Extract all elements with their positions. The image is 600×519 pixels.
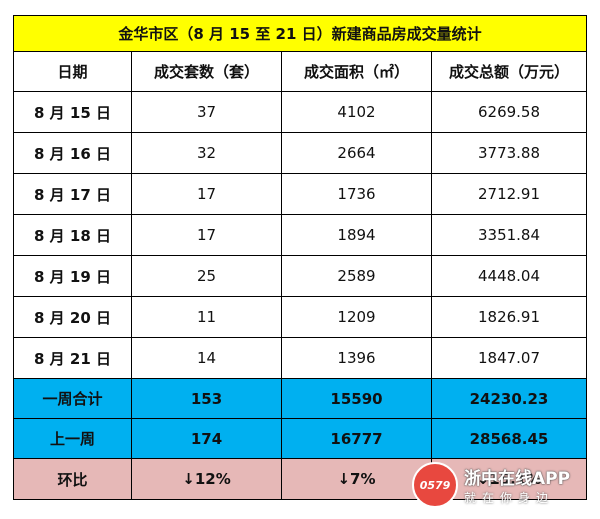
last-week-total: 28568.45: [431, 418, 587, 459]
ratio-row: 环比 ↓12% ↓7% ↓15.1%: [13, 458, 587, 500]
table-title: 金华市区（8 月 15 至 21 日）新建商品房成交量统计: [13, 15, 587, 52]
header-total: 成交总额（万元）: [431, 51, 587, 92]
table-title-row: 金华市区（8 月 15 至 21 日）新建商品房成交量统计: [13, 15, 587, 52]
row-area: 2589: [281, 255, 432, 297]
ratio-area: ↓7%: [281, 458, 432, 500]
table-row: 8 月 19 日 25 2589 4448.04: [13, 255, 587, 297]
week-total-row: 一周合计 153 15590 24230.23: [13, 378, 587, 419]
week-total-units: 153: [131, 378, 282, 419]
row-total: 6269.58: [431, 91, 587, 133]
row-date: 8 月 16 日: [13, 132, 132, 174]
ratio-label: 环比: [13, 458, 132, 500]
row-date: 8 月 20 日: [13, 296, 132, 338]
watermark-logo-icon: 0579: [412, 462, 458, 508]
header-area: 成交面积（㎡）: [281, 51, 432, 92]
table-row: 8 月 21 日 14 1396 1847.07: [13, 337, 587, 379]
row-total: 3351.84: [431, 214, 587, 256]
row-total: 3773.88: [431, 132, 587, 174]
watermark-text: 浙中在线APP 就在你身边: [464, 464, 570, 506]
row-area: 1894: [281, 214, 432, 256]
watermark-slogan: 就在你身边: [464, 491, 555, 505]
row-area: 1396: [281, 337, 432, 379]
row-area: 2664: [281, 132, 432, 174]
row-date: 8 月 21 日: [13, 337, 132, 379]
sales-stats-table: 金华市区（8 月 15 至 21 日）新建商品房成交量统计 日期 成交套数（套）…: [13, 15, 587, 500]
last-week-units: 174: [131, 418, 282, 459]
row-total: 1826.91: [431, 296, 587, 338]
row-units: 32: [131, 132, 282, 174]
table-row: 8 月 18 日 17 1894 3351.84: [13, 214, 587, 256]
table-row: 8 月 15 日 37 4102 6269.58: [13, 91, 587, 133]
table-row: 8 月 16 日 32 2664 3773.88: [13, 132, 587, 174]
row-date: 8 月 15 日: [13, 91, 132, 133]
row-units: 17: [131, 214, 282, 256]
header-units: 成交套数（套）: [131, 51, 282, 92]
watermark-logo-text: 0579: [419, 478, 451, 492]
row-units: 25: [131, 255, 282, 297]
row-units: 17: [131, 173, 282, 215]
row-units: 11: [131, 296, 282, 338]
row-total: 2712.91: [431, 173, 587, 215]
row-total: 4448.04: [431, 255, 587, 297]
last-week-label: 上一周: [13, 418, 132, 459]
header-row: 日期 成交套数（套） 成交面积（㎡） 成交总额（万元）: [13, 51, 587, 92]
last-week-area: 16777: [281, 418, 432, 459]
watermark: 0579 浙中在线APP 就在你身边: [412, 457, 592, 513]
row-area: 1209: [281, 296, 432, 338]
watermark-name: 浙中在线APP: [464, 469, 571, 489]
row-date: 8 月 19 日: [13, 255, 132, 297]
row-units: 14: [131, 337, 282, 379]
week-total-area: 15590: [281, 378, 432, 419]
header-date: 日期: [13, 51, 132, 92]
table-row: 8 月 17 日 17 1736 2712.91: [13, 173, 587, 215]
ratio-units: ↓12%: [131, 458, 282, 500]
row-units: 37: [131, 91, 282, 133]
row-date: 8 月 17 日: [13, 173, 132, 215]
week-total-total: 24230.23: [431, 378, 587, 419]
week-total-label: 一周合计: [13, 378, 132, 419]
last-week-row: 上一周 174 16777 28568.45: [13, 418, 587, 459]
table-row: 8 月 20 日 11 1209 1826.91: [13, 296, 587, 338]
row-area: 4102: [281, 91, 432, 133]
row-total: 1847.07: [431, 337, 587, 379]
row-date: 8 月 18 日: [13, 214, 132, 256]
row-area: 1736: [281, 173, 432, 215]
stats-table-frame: 金华市区（8 月 15 至 21 日）新建商品房成交量统计 日期 成交套数（套）…: [13, 15, 587, 500]
